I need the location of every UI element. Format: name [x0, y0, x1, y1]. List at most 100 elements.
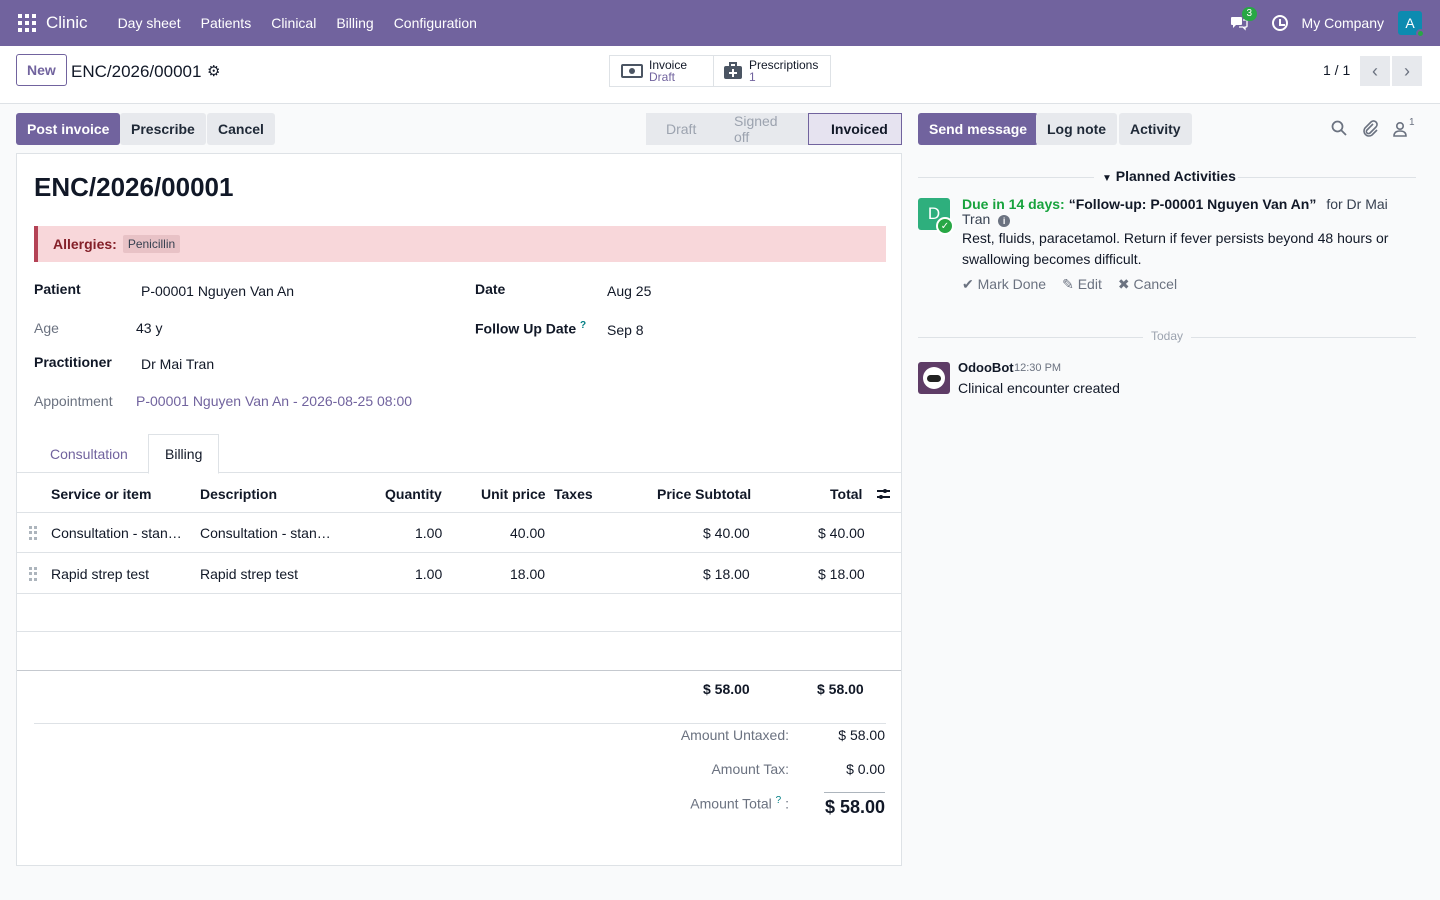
drag-handle-icon[interactable]	[29, 526, 37, 540]
smart-button-invoice-value: Draft	[649, 69, 676, 84]
activity-note: Rest, fluids, paracetamol. Return if fev…	[962, 230, 1389, 267]
user-icon	[1393, 121, 1407, 137]
edit-activity-button[interactable]: ✎ Edit	[1062, 276, 1102, 293]
followers-button[interactable]: 1	[1393, 117, 1417, 138]
row-unit-price[interactable]: 18.00	[510, 566, 546, 582]
new-button[interactable]: New	[16, 54, 67, 86]
col-price-subtotal[interactable]: Price Subtotal	[657, 486, 752, 502]
allergy-tag: Penicillin	[122, 235, 181, 253]
caret-down-icon: ▼	[1102, 173, 1112, 184]
smart-button-invoice[interactable]: Invoice Draft	[609, 55, 714, 87]
table-row[interactable]: Rapid strep test Rapid strep test 1.00 1…	[17, 554, 901, 594]
divider	[1191, 337, 1416, 338]
invoice-money-icon	[621, 64, 643, 78]
activity-header: Due in 14 days: “Follow-up: P-00001 Nguye…	[962, 197, 1402, 227]
row-total: $ 18.00	[818, 566, 865, 582]
cancel-button[interactable]: Cancel	[207, 113, 275, 145]
row-unit-price[interactable]: 40.00	[510, 525, 546, 541]
practitioner-label: Practitioner	[34, 354, 112, 370]
col-taxes[interactable]: Taxes	[554, 486, 593, 502]
menu-day-sheet[interactable]: Day sheet	[117, 15, 181, 31]
row-description[interactable]: Consultation - stan…	[200, 525, 331, 541]
col-quantity[interactable]: Quantity	[385, 486, 442, 502]
pager-previous-button[interactable]: ‹	[1360, 56, 1390, 86]
message-author[interactable]: OdooBot	[958, 360, 1014, 375]
menu-configuration[interactable]: Configuration	[393, 15, 477, 31]
follow-up-help-icon[interactable]: ?	[580, 320, 587, 331]
messaging-icon[interactable]: 3	[1230, 7, 1258, 31]
patient-field[interactable]: P-00001 Nguyen Van An	[141, 283, 295, 299]
practitioner-field[interactable]: Dr Mai Tran	[141, 356, 215, 372]
menu-billing[interactable]: Billing	[336, 15, 374, 31]
menu-patients[interactable]: Patients	[200, 15, 252, 31]
planned-activities-title: ▼ Planned Activities	[1102, 168, 1236, 184]
messaging-badge: 3	[1241, 7, 1258, 21]
col-service[interactable]: Service or item	[51, 486, 152, 502]
pager-value[interactable]: 1 / 1	[1323, 62, 1351, 78]
company-switcher[interactable]: My Company	[1301, 15, 1384, 31]
amount-total-help-icon[interactable]: ?	[775, 795, 782, 806]
drag-handle-icon[interactable]	[29, 567, 37, 581]
allergy-alert: Allergies: Penicillin	[34, 226, 886, 262]
amount-total-colon: :	[785, 795, 789, 812]
activity-clock-icon[interactable]	[1271, 15, 1288, 31]
table-row[interactable]: Consultation - stan… Consultation - stan…	[17, 513, 901, 553]
status-invoiced[interactable]: Invoiced	[808, 113, 902, 145]
row-service[interactable]: Rapid strep test	[51, 566, 150, 582]
mark-done-label: Mark Done	[977, 276, 1047, 292]
smart-button-prescriptions-value: 1	[749, 69, 756, 84]
follow-up-date-label: Follow Up Date ?	[475, 320, 586, 337]
paperclip-icon[interactable]	[1362, 119, 1378, 137]
planned-activities-title-text: Planned Activities	[1115, 168, 1236, 184]
status-draft[interactable]: Draft	[646, 113, 712, 145]
info-circle-icon[interactable]: i	[998, 215, 1011, 227]
pager-next-button[interactable]: ›	[1392, 56, 1422, 86]
prescribe-button[interactable]: Prescribe	[120, 113, 206, 145]
mark-done-button[interactable]: ✔ Mark Done	[962, 276, 1046, 293]
activity-due: Due in 14 days:	[962, 196, 1065, 212]
user-avatar[interactable]: A	[1398, 11, 1425, 38]
menu-clinical[interactable]: Clinical	[271, 15, 317, 31]
divider	[1238, 177, 1416, 178]
gear-icon[interactable]: ⚙	[207, 63, 221, 80]
app-brand[interactable]: Clinic	[46, 13, 88, 32]
apps-menu-icon[interactable]	[18, 14, 36, 32]
planned-activities-header[interactable]: ▼ Planned Activities	[918, 168, 1416, 186]
record-title: ENC/2026/00001	[34, 172, 234, 202]
billing-table-footer: $ 58.00 $ 58.00	[17, 670, 901, 708]
date-field[interactable]: Aug 25	[607, 283, 652, 299]
follow-up-date-field[interactable]: Sep 8	[607, 322, 644, 338]
col-description[interactable]: Description	[200, 486, 278, 502]
optional-columns-icon[interactable]	[876, 487, 891, 501]
totals-divider	[34, 723, 886, 724]
log-note-button[interactable]: Log note	[1036, 113, 1118, 145]
amount-tax-label: Amount Tax:	[711, 761, 789, 777]
row-quantity[interactable]: 1.00	[415, 566, 443, 582]
col-total[interactable]: Total	[830, 486, 863, 502]
activity-button[interactable]: Activity	[1119, 113, 1192, 145]
row-description[interactable]: Rapid strep test	[200, 566, 299, 582]
smart-button-prescriptions[interactable]: Prescriptions 1	[713, 55, 831, 87]
notebook-tabs: Consultation Billing	[17, 434, 901, 474]
post-invoice-button[interactable]: Post invoice	[16, 113, 121, 145]
status-signed-off[interactable]: Signed off	[712, 113, 808, 145]
row-total: $ 40.00	[818, 525, 865, 541]
divider	[918, 177, 1094, 178]
smart-button-prescriptions-label: Prescriptions	[749, 57, 819, 72]
footer-subtotal: $ 58.00	[703, 681, 750, 697]
today-label: Today	[1151, 329, 1184, 343]
date-label: Date	[475, 281, 506, 297]
tab-consultation[interactable]: Consultation	[50, 445, 128, 462]
row-service[interactable]: Consultation - stan…	[51, 525, 182, 541]
search-icon[interactable]	[1331, 120, 1347, 136]
pencil-icon: ✎	[1062, 276, 1074, 292]
send-message-button[interactable]: Send message	[918, 113, 1039, 145]
col-unit-price[interactable]: Unit price	[481, 486, 546, 502]
chevron-right-icon: ›	[1404, 60, 1410, 81]
cancel-activity-button[interactable]: ✖ Cancel	[1118, 276, 1177, 293]
tab-billing[interactable]: Billing	[148, 434, 220, 474]
follow-up-date-label-text: Follow Up Date	[475, 320, 577, 337]
appointment-link[interactable]: P-00001 Nguyen Van An - 2026-08-25 08:00	[136, 393, 413, 409]
row-quantity[interactable]: 1.00	[415, 525, 443, 541]
message-time: 12:30 PM	[1014, 362, 1062, 374]
